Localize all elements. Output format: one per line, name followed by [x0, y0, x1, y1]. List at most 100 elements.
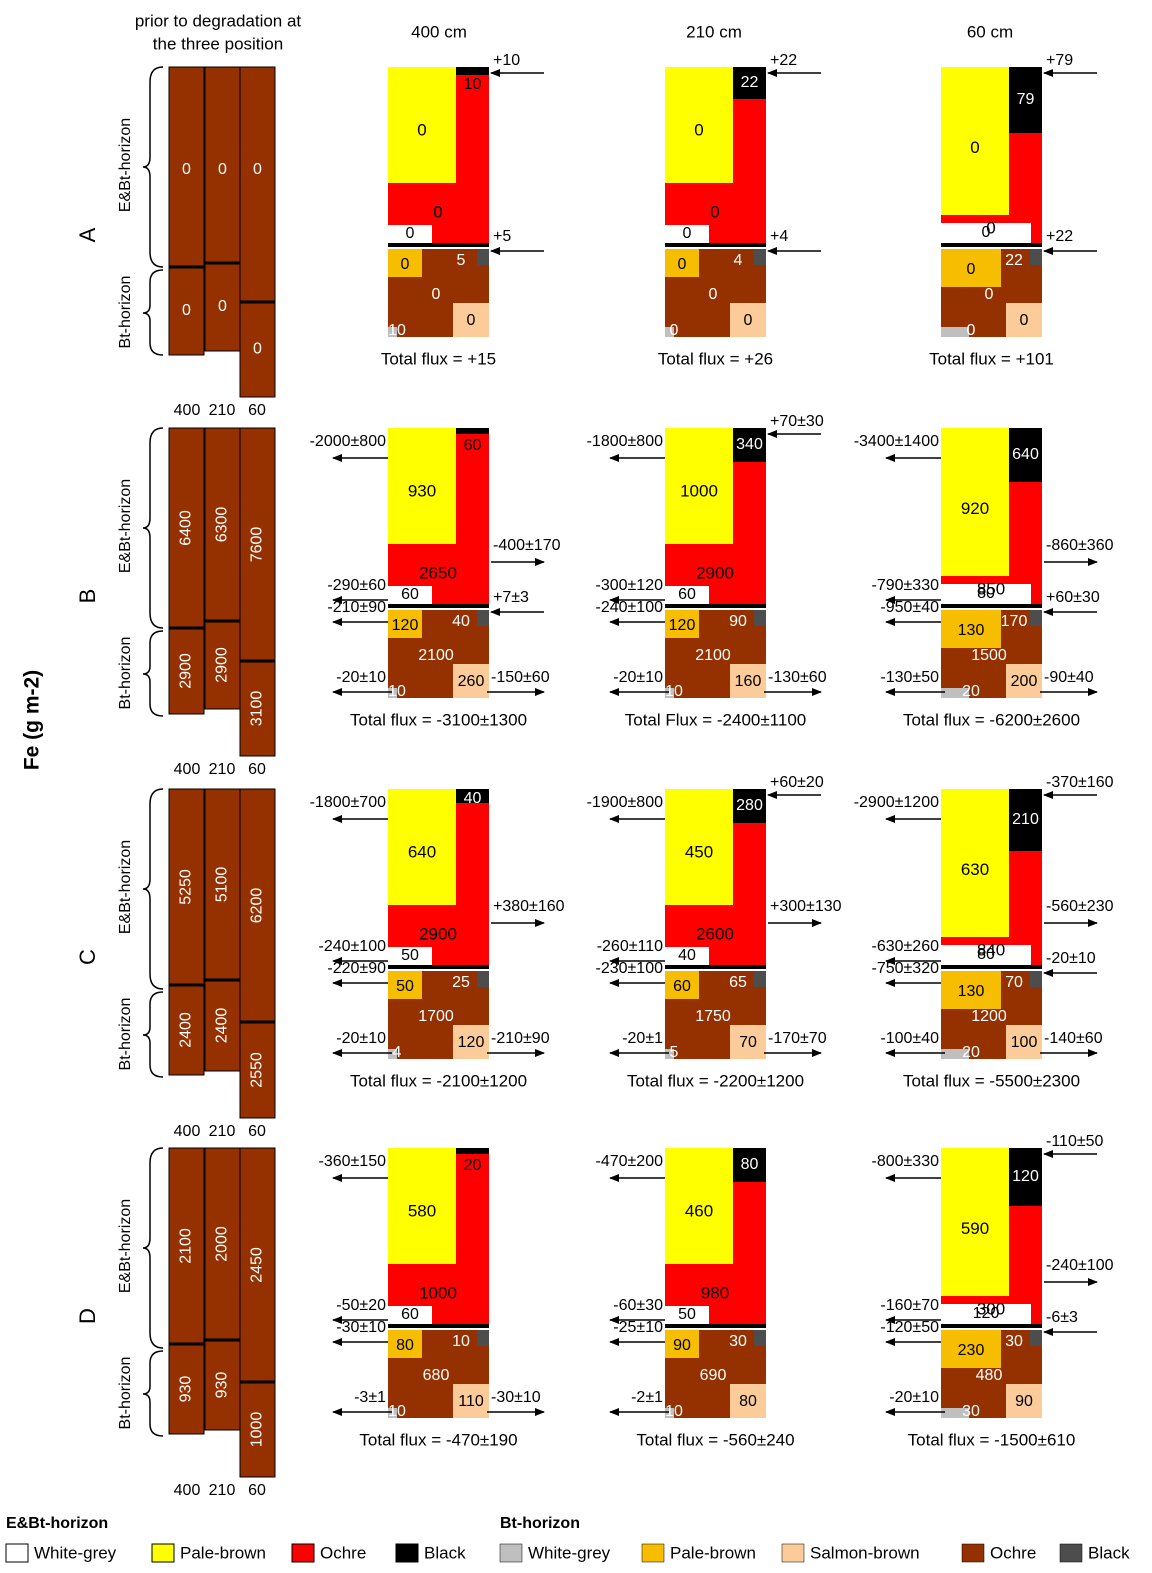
prior-title-line1: prior to degradation at [135, 11, 302, 30]
value-bt-ochre: 1200 [971, 1008, 1007, 1025]
flux-mid-right: -400±170 [493, 537, 561, 554]
label-bt-horizon: Bt-horizon [117, 276, 134, 349]
flux-top-left: -2900±1200 [854, 794, 939, 811]
col-label-60: 60 [248, 402, 266, 419]
value-bt-black: 65 [729, 974, 747, 991]
brace-ebt [142, 427, 164, 629]
bt-black [477, 249, 489, 265]
ebt-white-grey [665, 225, 709, 243]
bt-white-grey [941, 1049, 969, 1059]
total-flux: Total flux = -2200±1200 [627, 1071, 804, 1090]
col-label-210: 210 [209, 1482, 236, 1499]
value-pale-brown: 460 [685, 1201, 713, 1220]
ebt-black [1009, 789, 1042, 851]
flux-pale-left: -220±90 [327, 960, 386, 977]
ebt-white-grey [665, 947, 709, 965]
bt-salmon-brown [730, 664, 766, 698]
value-bt-black: 70 [1005, 974, 1023, 991]
prior-value-bt: 3100 [249, 691, 266, 727]
flux-pale-left: -30±10 [336, 1319, 386, 1336]
panel-C-1: 450 2600 280 40 60 65 1750 70 5 +60±20 -1900±800 +3… [587, 774, 842, 1090]
value-bt-pale-brown: 90 [673, 1337, 691, 1354]
value-salmon-brown: 70 [739, 1034, 757, 1051]
ebt-pale-brown [941, 67, 1009, 215]
value-white-grey: 120 [973, 1305, 1000, 1322]
bt-black [754, 971, 766, 987]
value-black: 280 [736, 797, 763, 814]
flux-mid-right: -560±230 [1046, 898, 1114, 915]
flux-top-left: -3400±1400 [854, 433, 939, 450]
value-ochre: 0 [710, 202, 719, 221]
legend-label-bt: White-grey [528, 1543, 611, 1562]
value-black: 10 [464, 76, 482, 93]
bt-white-grey [941, 1408, 969, 1418]
bt-pale-brown [665, 1330, 699, 1358]
value-white-grey: 60 [401, 1306, 419, 1323]
value-bt-ochre: 0 [432, 286, 441, 303]
prior-value-ebt: 6400 [178, 510, 195, 546]
value-ochre: 840 [977, 940, 1005, 959]
value-pale-brown: 930 [408, 481, 436, 500]
total-flux: Total flux = -5500±2300 [903, 1071, 1080, 1090]
ebt-black [456, 67, 489, 75]
bt-salmon-brown [1006, 1025, 1042, 1059]
value-black: 80 [741, 1156, 759, 1173]
bt-salmon-brown [1006, 1384, 1042, 1418]
value-black: 40 [464, 790, 482, 807]
prior-column-60 [239, 427, 276, 757]
label-ebt-horizon: E&Bt-horizon [117, 118, 134, 212]
flux-boundary-right: +7±3 [493, 589, 529, 606]
prior-value-ebt: 7600 [249, 527, 266, 563]
ebt-white-grey [388, 947, 432, 965]
ebt-black [733, 67, 766, 99]
value-salmon-brown: 80 [739, 1393, 757, 1410]
legend-title-bt: Bt-horizon [500, 1515, 580, 1532]
ebt-pale-brown [665, 67, 733, 183]
legend-swatch-white-grey [5, 1543, 29, 1563]
value-bt-black: 30 [1005, 1333, 1023, 1350]
flux-boundary-right: +4 [770, 228, 788, 245]
legend-label: White-grey [34, 1543, 117, 1562]
prior-value-bt: 2550 [249, 1052, 266, 1088]
value-bt-black: 25 [452, 974, 470, 991]
flux-bottom-right: -170±70 [768, 1030, 827, 1047]
ebt-black [1009, 1148, 1042, 1206]
value-white-grey: 60 [678, 586, 696, 603]
value-ochre: 1000 [419, 1283, 457, 1302]
panel-D-2: 590300120120230304809030-110±50-800±330-… [872, 1133, 1114, 1449]
bt-salmon-brown [453, 1384, 489, 1418]
position-header-2: 60 cm [967, 22, 1013, 41]
value-bt-pale-brown: 0 [678, 256, 687, 273]
value-salmon-brown: 120 [458, 1034, 485, 1051]
ebt-pale-brown [388, 1148, 456, 1264]
ebt-white-grey [941, 945, 1031, 965]
flux-top-right: +60±20 [770, 774, 824, 791]
row-letter-A: A [75, 227, 100, 242]
prior-column-400 [168, 66, 205, 356]
bt-black [1030, 610, 1042, 626]
value-black: 640 [1012, 446, 1039, 463]
flux-top-left: -2000±800 [310, 433, 387, 450]
flux-white-left: -300±120 [596, 577, 664, 594]
value-bt-white-grey: 4 [393, 1044, 402, 1061]
flux-mid-right: -860±360 [1046, 537, 1114, 554]
total-flux: Total flux = -2100±1200 [350, 1071, 527, 1090]
ebt-white-grey [941, 1304, 1031, 1324]
bt-salmon-brown [453, 664, 489, 698]
value-bt-pale-brown: 80 [396, 1337, 414, 1354]
ebt-pale-brown [388, 428, 456, 544]
ebt-black [733, 1148, 766, 1182]
value-salmon-brown: 100 [1011, 1034, 1038, 1051]
bt-salmon-brown [730, 1025, 766, 1059]
bt-salmon-brown [1006, 664, 1042, 698]
prior-value-ebt: 0 [218, 161, 227, 178]
flux-mid-right: +380±160 [493, 898, 565, 915]
flux-top-left: -1900±800 [587, 794, 664, 811]
col-label-400: 400 [174, 761, 201, 778]
flux-pale-left: -120±50 [880, 1319, 939, 1336]
prior-column-210 [204, 66, 241, 352]
flux-bottom-left: -20±1 [622, 1030, 663, 1047]
